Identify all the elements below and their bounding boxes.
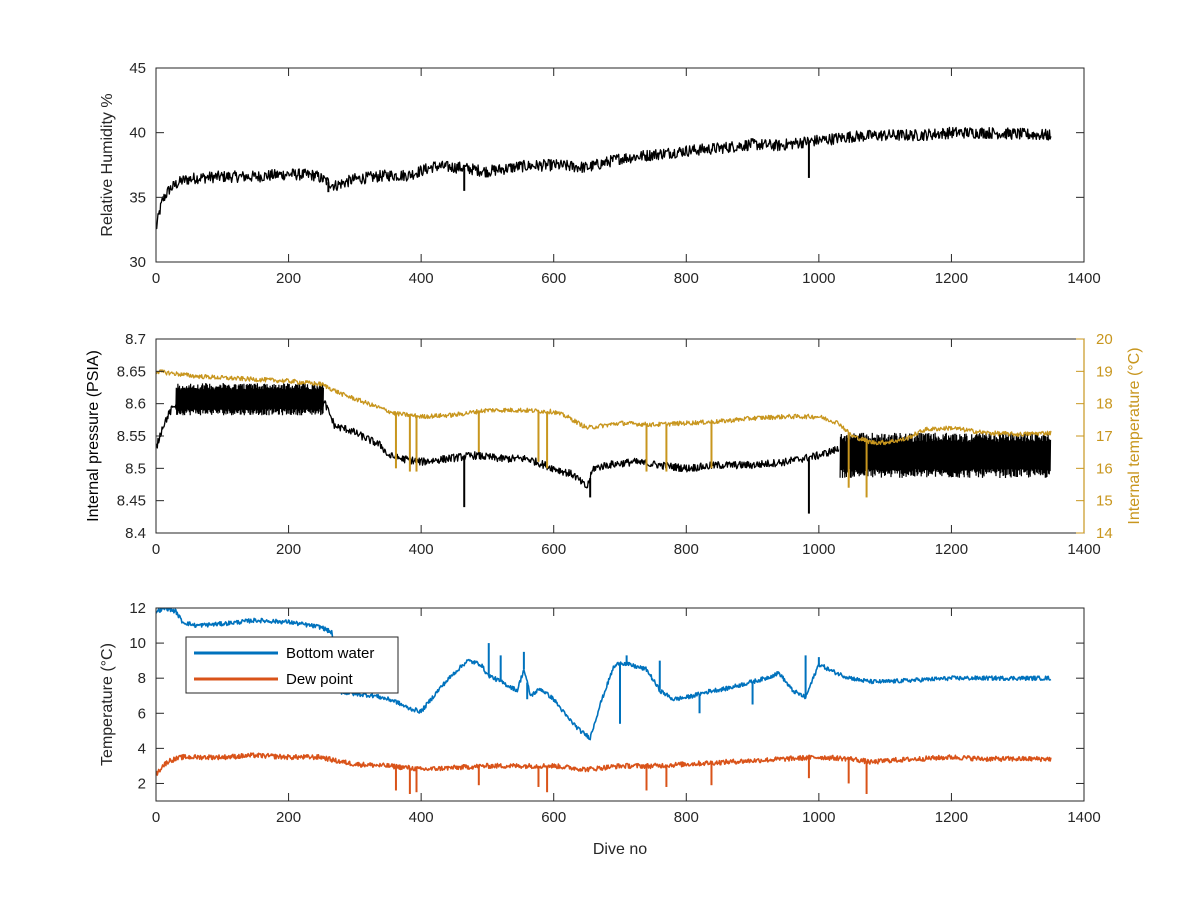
- series-line-bottom-water: [156, 608, 1052, 741]
- series-line-main: [156, 126, 1052, 230]
- axes-box: [155, 67, 1085, 263]
- y-tick-label: 8: [138, 670, 146, 687]
- x-tick-label: 1400: [1067, 270, 1100, 287]
- y-tick-label: 45: [129, 60, 146, 77]
- x-tick-label: 1000: [802, 270, 835, 287]
- x-tick-label: 1000: [802, 809, 835, 826]
- x-tick-label: 1200: [935, 809, 968, 826]
- y-right-tick-label: 14: [1096, 525, 1113, 542]
- x-tick-label: 1200: [935, 541, 968, 558]
- y-right-tick-label: 17: [1096, 428, 1113, 445]
- x-tick-label: 600: [541, 541, 566, 558]
- dense-band-0: [175, 382, 324, 416]
- series-line-left: [156, 399, 840, 489]
- x-tick-label: 600: [541, 270, 566, 287]
- y-tick-label: 10: [129, 635, 146, 652]
- plot-area-humidity: [156, 126, 1052, 230]
- x-tick-label: 400: [409, 270, 434, 287]
- legend-entry: Bottom water: [286, 645, 374, 662]
- y-axis-label: Internal pressure (PSIA): [85, 350, 102, 522]
- series-line-dew-point: [156, 752, 1052, 776]
- y-right-tick-label: 18: [1096, 396, 1113, 413]
- x-tick-label: 800: [674, 809, 699, 826]
- panel-pressure: 0 200 400 600 800 1000 1200 1400 8.4 8.45 8.5 8.55 8…: [85, 331, 1143, 558]
- x-tick-label: 1200: [935, 270, 968, 287]
- y-tick-label: 6: [138, 705, 146, 722]
- y-right-tick-label: 15: [1096, 493, 1113, 510]
- y-tick-label: 8.45: [117, 493, 146, 510]
- x-tick-label: 600: [541, 809, 566, 826]
- x-tick-label: 800: [674, 270, 699, 287]
- x-tick-label: 800: [674, 541, 699, 558]
- x-tick-label: 200: [276, 541, 301, 558]
- axes-box: [155, 338, 1085, 534]
- y-tick-label: 4: [138, 740, 146, 757]
- y-tick-label: 8.65: [117, 363, 146, 380]
- plot-area-pressure: [156, 369, 1052, 514]
- legend-entry: Dew point: [286, 671, 354, 688]
- y-right-tick-label: 19: [1096, 363, 1113, 380]
- series-line-right: [156, 369, 1052, 446]
- x-tick-label: 1400: [1067, 809, 1100, 826]
- x-tick-label: 400: [409, 541, 434, 558]
- y-tick-label: 35: [129, 189, 146, 206]
- x-tick-label: 0: [152, 541, 160, 558]
- y-right-tick-label: 16: [1096, 460, 1113, 477]
- y-tick-label: 8.5: [125, 460, 146, 477]
- panel-humidity: 0 200 400 600 800 1000 1200 1400 30 35 40 45 Relativ…: [99, 60, 1101, 287]
- y-axis-label: Relative Humidity %: [99, 93, 116, 236]
- y-tick-label: 2: [138, 775, 146, 792]
- y-tick-label: 40: [129, 125, 146, 142]
- y-tick-label: 8.7: [125, 331, 146, 348]
- x-tick-label: 200: [276, 809, 301, 826]
- y-tick-label: 8.4: [125, 525, 146, 542]
- x-tick-label: 1400: [1067, 541, 1100, 558]
- axes-box: [155, 607, 1085, 802]
- dense-band-1: [839, 432, 1052, 479]
- y-tick-label: 12: [129, 600, 146, 617]
- x-axis-label: Dive no: [593, 841, 647, 858]
- x-tick-label: 0: [152, 270, 160, 287]
- y-tick-label: 8.55: [117, 428, 146, 445]
- x-tick-label: 0: [152, 809, 160, 826]
- x-tick-label: 400: [409, 809, 434, 826]
- y-right-tick-label: 20: [1096, 331, 1113, 348]
- plot-area-temperature: [156, 608, 1052, 794]
- x-tick-label: 1000: [802, 541, 835, 558]
- y-right-axis-label: Internal temperature (°C): [1126, 347, 1143, 524]
- y-axis-label: Temperature (°C): [99, 643, 116, 766]
- y-tick-label: 30: [129, 254, 146, 271]
- y-tick-label: 8.6: [125, 396, 146, 413]
- legend: Bottom water Dew point: [185, 636, 399, 694]
- panel-temperature: 0 200 400 600 800 1000 1200 1400 2 4 6 8 10 12 Tempera…: [99, 600, 1101, 858]
- x-tick-label: 200: [276, 270, 301, 287]
